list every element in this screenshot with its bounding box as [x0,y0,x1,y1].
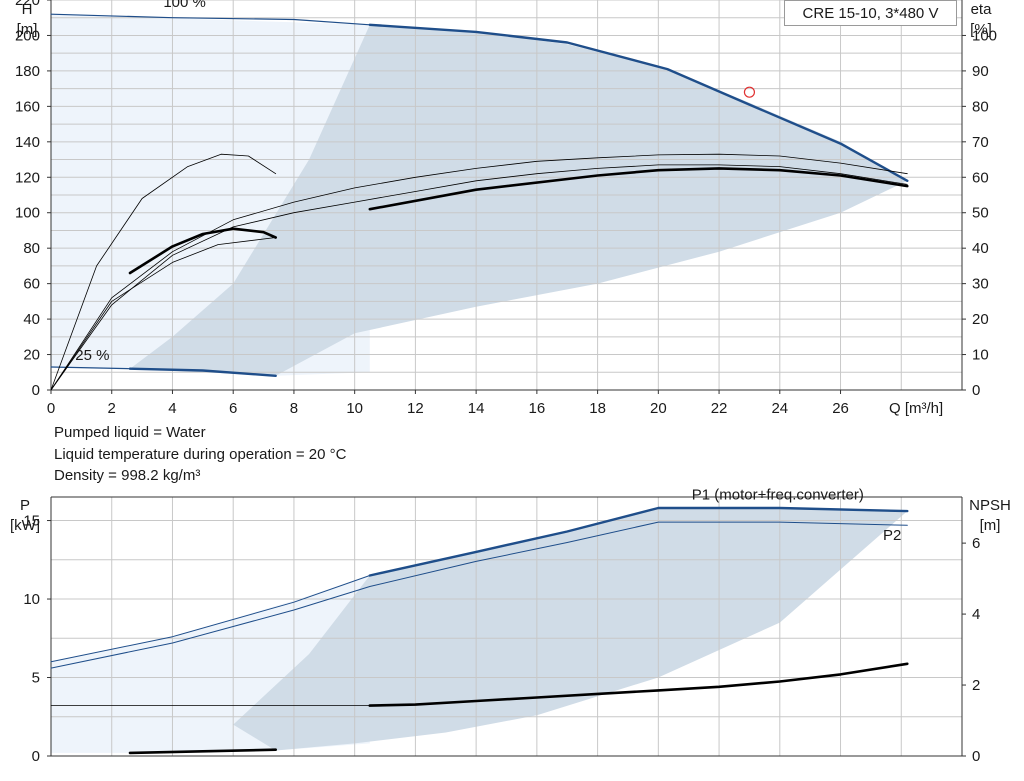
head-efficiency-y-tick-label: 100 [15,205,40,222]
head-efficiency-chart: 0204060801001201401601802002200102030405… [15,0,997,417]
head-efficiency-y-right-tick-label: 30 [972,276,989,293]
power-npsh-annotation-1: P2 [883,527,901,544]
head-efficiency-x-tick-label: 24 [771,400,788,417]
head-efficiency-y-axis-label: [m] [17,21,38,38]
head-efficiency-y-tick-label: 200 [15,27,40,44]
head-efficiency-envelope-dark [130,24,908,376]
head-efficiency-x-tick-label: 2 [108,400,116,417]
head-efficiency-y-right-tick-label: 10 [972,347,989,364]
pumped-liquid-info: Pumped liquid = Water [54,424,206,441]
head-efficiency-y-right-axis-label: [%] [970,21,992,38]
head-efficiency-series-3 [128,367,277,377]
power-npsh-y-right-tick-label: 0 [972,748,980,765]
head-efficiency-x-axis-label: Q [m³/h] [889,400,943,417]
power-npsh-series-0 [50,575,371,663]
head-efficiency-x-tick-label: 12 [407,400,424,417]
head-efficiency-y-right-tick-label: 60 [972,169,989,186]
head-efficiency-y-right-tick-label: 50 [972,205,989,222]
head-efficiency-series-1 [368,23,909,182]
duty-point-marker [743,86,756,98]
head-efficiency-x-tick-label: 8 [290,400,298,417]
head-efficiency-x-tick-label: 16 [529,400,546,417]
head-efficiency-x-tick-label: 4 [168,400,176,417]
density-info: Density = 998.2 kg/m³ [54,467,201,484]
head-efficiency-y-right-tick-label: 80 [972,98,989,115]
power-npsh-y-tick-label: 5 [32,670,40,687]
power-npsh-y-axis-label: [kW] [10,517,40,534]
head-efficiency-series-7 [50,153,277,391]
power-npsh-annotation-0: P1 (motor+freq.converter) [692,486,864,503]
head-efficiency-x-tick-label: 20 [650,400,667,417]
power-npsh-chart: 0 5 10 15 0 2 4 6 P [kW] NPSH [m] P1 (motor+freq.con… [10,486,1011,765]
head-efficiency-y-tick-label: 220 [15,0,40,9]
head-efficiency-y-tick-label: 0 [32,382,40,399]
head-efficiency-y-tick-label: 40 [23,311,40,328]
power-npsh-y-right-tick-label: 6 [972,535,980,552]
head-efficiency-y-right-tick-label: 70 [972,134,989,151]
head-efficiency-y-tick-label: 20 [23,347,40,364]
head-efficiency-series-0 [50,13,371,26]
head-efficiency-x-tick-label: 0 [47,400,55,417]
head-efficiency-x-tick-label: 6 [229,400,237,417]
head-efficiency-series-9 [128,227,277,275]
head-efficiency-y-axis-label: H [22,1,33,18]
power-npsh-series-1 [368,506,909,577]
head-efficiency-y-right-tick-label: 0 [972,382,980,399]
head-efficiency-series-8 [50,237,277,391]
power-npsh-y-tick-label: 15 [23,513,40,530]
power-npsh-envelope-dark [233,508,908,751]
head-efficiency-annotation-0: 100 % [163,0,206,11]
liquid-temperature-info: Liquid temperature during operation = 20… [54,446,347,463]
power-npsh-y-right-tick-label: 4 [972,606,980,623]
head-efficiency-y-right-tick-label: 90 [972,63,989,80]
power-npsh-y-right-axis-label: NPSH [969,497,1011,514]
head-efficiency-y-tick-label: 60 [23,276,40,293]
power-npsh-y-axis-label: P [20,497,30,514]
head-efficiency-x-tick-label: 18 [589,400,606,417]
head-efficiency-series-4 [50,164,908,391]
head-efficiency-y-right-axis-label: eta [971,1,993,18]
head-efficiency-x-tick-label: 22 [711,400,728,417]
head-efficiency-y-tick-label: 80 [23,240,40,257]
power-npsh-series-5 [368,662,909,707]
power-npsh-series-3 [128,748,277,755]
model-label: CRE 15-10, 3*480 V [784,0,957,26]
head-efficiency-y-right-tick-label: 20 [972,311,989,328]
head-efficiency-series-6 [50,153,908,391]
head-efficiency-y-tick-label: 160 [15,98,40,115]
power-npsh-y-right-tick-label: 2 [972,677,980,694]
power-npsh-series-2 [50,521,908,669]
power-npsh-y-tick-label: 0 [32,748,40,765]
head-efficiency-x-tick-label: 10 [346,400,363,417]
head-efficiency-series-2 [50,366,131,370]
head-efficiency-y-tick-label: 140 [15,134,40,151]
head-efficiency-y-tick-label: 180 [15,63,40,80]
head-efficiency-annotation-1: 25 % [75,347,109,364]
power-npsh-y-tick-label: 10 [23,591,40,608]
head-efficiency-x-tick-label: 26 [832,400,849,417]
head-efficiency-x-tick-label: 14 [468,400,485,417]
head-efficiency-series-5 [368,167,909,211]
power-npsh-y-right-axis-label: [m] [980,517,1001,534]
head-efficiency-y-right-tick-label: 100 [972,27,997,44]
head-efficiency-y-right-tick-label: 40 [972,240,989,257]
head-efficiency-y-tick-label: 120 [15,169,40,186]
